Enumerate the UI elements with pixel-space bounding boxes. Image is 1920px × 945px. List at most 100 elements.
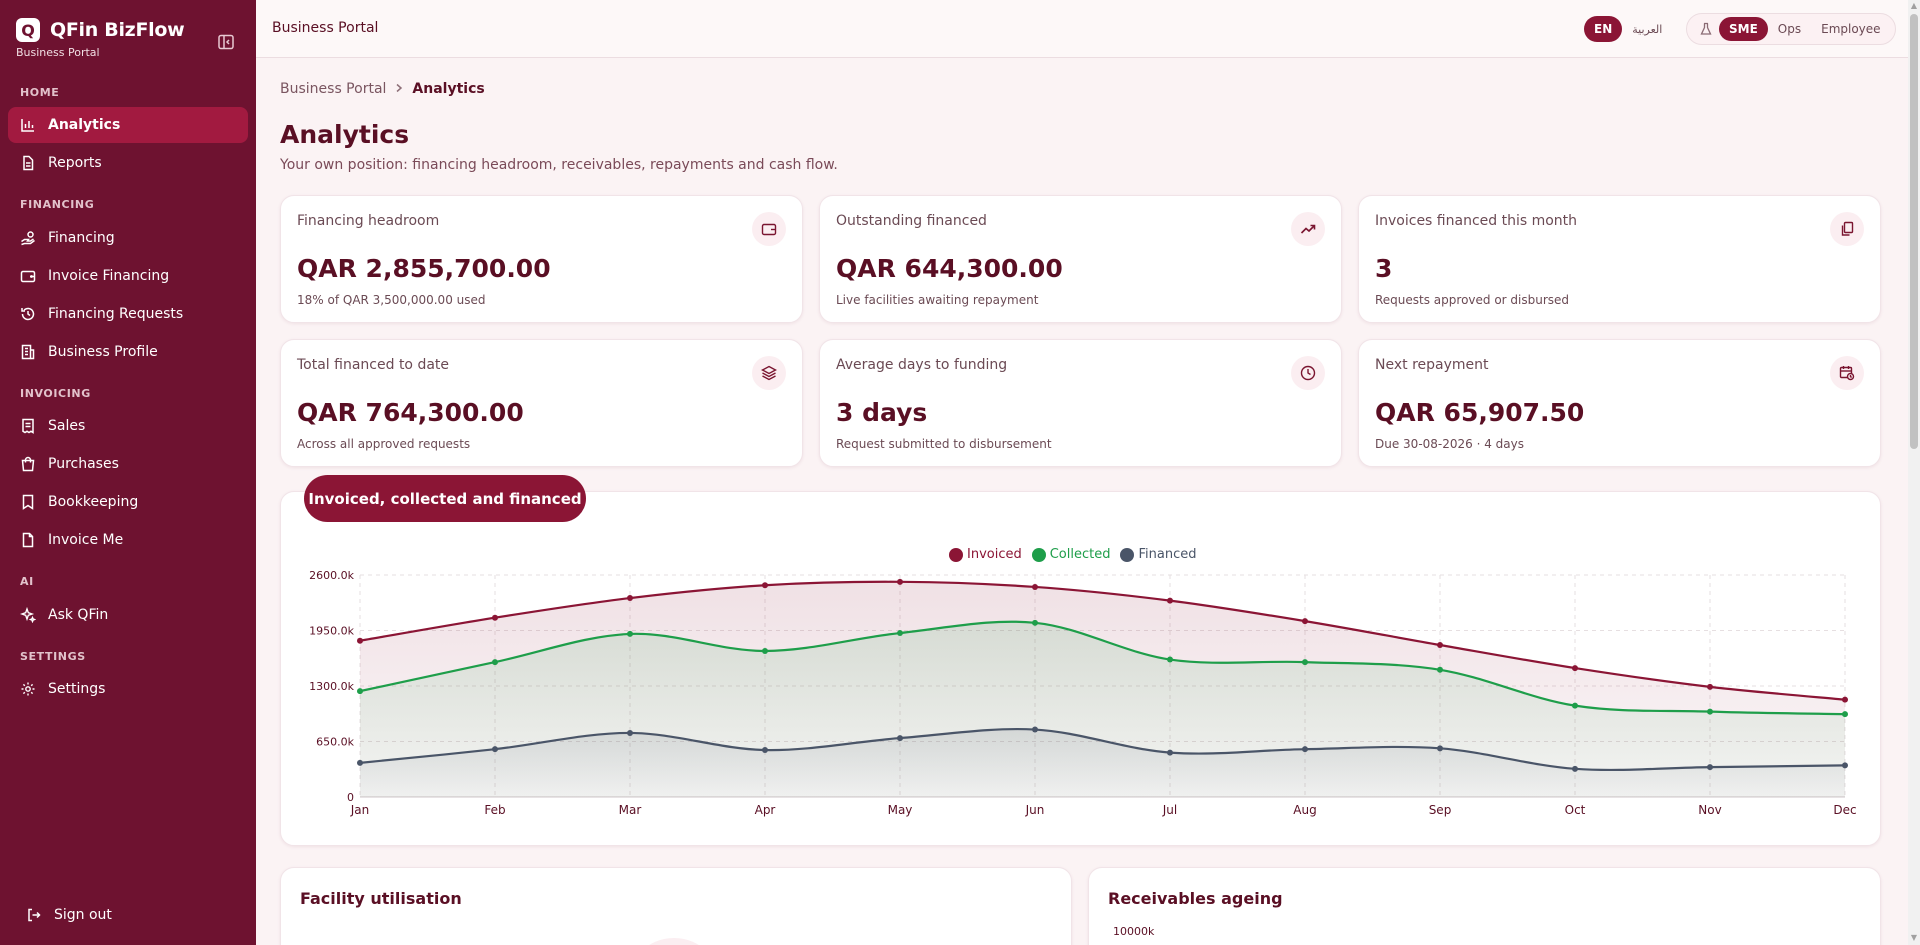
page-scrollbar[interactable]: ▲ ▼ xyxy=(1908,0,1920,945)
y-tick-label: 1950.0k xyxy=(309,625,354,638)
sign-out-button[interactable]: Sign out xyxy=(14,897,254,933)
role-employee-button[interactable]: Employee xyxy=(1821,22,1881,36)
kpi-card-financing-headroom: Financing headroom QAR 2,855,700.00 18% … xyxy=(280,195,803,323)
legend-label: Invoiced xyxy=(967,547,1022,562)
data-point-invoiced xyxy=(627,595,633,602)
kpi-value: 3 xyxy=(1375,254,1393,283)
data-point-collected xyxy=(1032,619,1038,626)
sidebar-item-label: Invoice Me xyxy=(48,532,124,548)
scroll-down-icon[interactable]: ▼ xyxy=(1910,933,1918,942)
collapse-sidebar-icon[interactable] xyxy=(217,33,235,51)
shopping-bag-icon xyxy=(20,456,36,472)
sidebar-item-invoice-financing[interactable]: Invoice Financing xyxy=(8,258,248,294)
sidebar: Q QFin BizFlow Business Portal HOME Anal… xyxy=(0,0,256,945)
sidebar-item-label: Sales xyxy=(48,418,86,434)
sidebar-item-bookkeeping[interactable]: Bookkeeping xyxy=(8,484,248,520)
scrollbar-thumb[interactable] xyxy=(1910,14,1918,449)
kpi-note: Requests approved or disbursed xyxy=(1375,293,1570,307)
logout-icon xyxy=(26,907,42,923)
lang-en-button[interactable]: EN xyxy=(1584,16,1623,42)
data-point-collected xyxy=(1572,702,1578,709)
trending-up-icon xyxy=(1291,212,1325,246)
data-point-financed xyxy=(357,759,363,766)
sidebar-item-analytics[interactable]: Analytics xyxy=(8,107,248,143)
y-tick-label: 2600.0k xyxy=(309,569,354,582)
kpi-card-invoices-financed: Invoices financed this month 3 Requests … xyxy=(1358,195,1881,323)
legend-item-invoiced[interactable]: Invoiced xyxy=(949,547,1022,562)
receivables-ageing-title: Receivables ageing xyxy=(1108,889,1283,908)
y-tick-label: 1300.0k xyxy=(309,680,354,693)
kpi-value: QAR 644,300.00 xyxy=(836,254,1063,283)
kpi-card-total-financed: Total financed to date QAR 764,300.00 Ac… xyxy=(280,339,803,467)
kpi-note: Live facilities awaiting repayment xyxy=(836,293,1039,307)
data-point-invoiced xyxy=(1032,583,1038,590)
chart-tab-invoiced-collected-financed[interactable]: Invoiced, collected and financed xyxy=(304,475,586,522)
data-point-invoiced xyxy=(897,578,903,585)
role-sme-button[interactable]: SME xyxy=(1719,17,1768,41)
sidebar-item-financing-requests[interactable]: Financing Requests xyxy=(8,296,248,332)
data-point-invoiced xyxy=(1572,665,1578,672)
wallet-icon xyxy=(752,212,786,246)
sidebar-item-business-profile[interactable]: Business Profile xyxy=(8,334,248,370)
sidebar-item-purchases[interactable]: Purchases xyxy=(8,446,248,482)
sidebar-item-label: Analytics xyxy=(48,117,121,133)
sidebar-item-reports[interactable]: Reports xyxy=(8,145,248,181)
data-point-invoiced xyxy=(1707,683,1713,690)
data-point-collected xyxy=(897,630,903,637)
kpi-note: 18% of QAR 3,500,000.00 used xyxy=(297,293,486,307)
kpi-value: QAR 764,300.00 xyxy=(297,398,524,427)
kpi-card-next-repayment: Next repayment QAR 65,907.50 Due 30-08-2… xyxy=(1358,339,1881,467)
history-icon xyxy=(20,306,36,322)
x-tick-label: Jan xyxy=(350,803,370,817)
documents-icon xyxy=(1830,212,1864,246)
nav-section-settings: SETTINGS xyxy=(20,650,86,663)
kpi-note: Request submitted to disbursement xyxy=(836,437,1052,451)
role-ops-button[interactable]: Ops xyxy=(1777,22,1802,36)
data-point-collected xyxy=(1842,711,1848,718)
receipt-icon xyxy=(20,418,36,434)
sidebar-item-invoice-me[interactable]: Invoice Me xyxy=(8,522,248,558)
role-switcher: SME Ops Employee xyxy=(1686,13,1896,45)
x-tick-label: Feb xyxy=(484,803,505,817)
sidebar-item-financing[interactable]: Financing xyxy=(8,220,248,256)
receivables-ageing-card: Receivables ageing 10000k xyxy=(1088,867,1881,945)
hand-coins-icon xyxy=(20,230,36,246)
legend-item-collected[interactable]: Collected xyxy=(1031,547,1111,562)
sidebar-item-label: Ask QFin xyxy=(48,607,109,623)
sidebar-item-settings[interactable]: Settings xyxy=(8,671,248,707)
kpi-label: Invoices financed this month xyxy=(1375,213,1578,229)
bookmark-icon xyxy=(20,494,36,510)
scroll-up-icon[interactable]: ▲ xyxy=(1910,1,1918,10)
layers-icon xyxy=(752,356,786,390)
legend-label: Collected xyxy=(1049,547,1111,562)
brand[interactable]: Q QFin BizFlow xyxy=(0,0,256,42)
kpi-note: Across all approved requests xyxy=(297,437,471,451)
data-point-financed xyxy=(627,729,633,736)
nav-section-ai: AI xyxy=(20,575,34,588)
data-point-invoiced xyxy=(1167,597,1173,604)
x-tick-label: Apr xyxy=(755,803,776,817)
lang-ar-button[interactable]: العربية xyxy=(1632,22,1663,36)
brand-subtitle: Business Portal xyxy=(16,46,100,59)
ageing-axis-tick: 10000k xyxy=(1113,925,1155,938)
legend-item-financed[interactable]: Financed xyxy=(1120,547,1196,562)
kpi-card-average-days: Average days to funding 3 days Request s… xyxy=(819,339,1342,467)
breadcrumb-root[interactable]: Business Portal xyxy=(280,81,387,97)
topbar: Business Portal EN العربية SME Ops Emplo… xyxy=(256,0,1908,58)
x-tick-label: Dec xyxy=(1833,803,1856,817)
data-point-financed xyxy=(1437,745,1443,752)
sidebar-item-label: Business Profile xyxy=(48,344,158,360)
sidebar-item-label: Financing Requests xyxy=(48,306,184,322)
x-tick-label: Sep xyxy=(1429,803,1452,817)
document-icon xyxy=(20,155,36,171)
kpi-label: Outstanding financed xyxy=(836,213,987,229)
legend-dot xyxy=(949,547,963,562)
data-point-financed xyxy=(1572,765,1578,772)
data-point-financed xyxy=(492,746,498,753)
data-point-collected xyxy=(627,630,633,637)
sidebar-item-sales[interactable]: Sales xyxy=(8,408,248,444)
sign-out-label: Sign out xyxy=(54,907,112,923)
kpi-label: Financing headroom xyxy=(297,213,440,229)
series-line-collected xyxy=(359,620,1846,716)
sidebar-item-ask-qfin[interactable]: Ask QFin xyxy=(8,597,248,633)
